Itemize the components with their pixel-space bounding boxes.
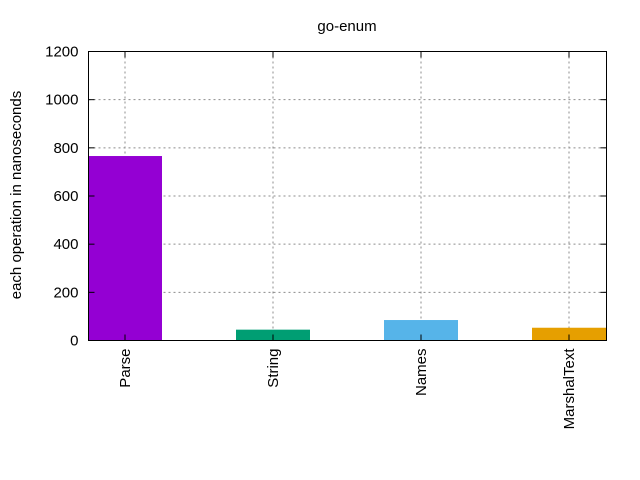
y-tick-label: 200 bbox=[53, 284, 78, 301]
bar-marshaltext bbox=[532, 327, 606, 341]
grid-lines bbox=[88, 51, 607, 341]
y-tick-label: 1000 bbox=[45, 92, 78, 109]
y-tick-label: 0 bbox=[70, 333, 78, 350]
x-tick-label: Names bbox=[413, 349, 430, 397]
bar-names bbox=[384, 320, 458, 341]
plot-frame bbox=[88, 51, 607, 341]
x-tick-label: Parse bbox=[117, 349, 134, 388]
x-tick-label: MarshalText bbox=[561, 348, 578, 430]
bars bbox=[88, 156, 606, 341]
y-tick-label: 400 bbox=[53, 236, 78, 253]
tick-labels: 0 200 400 600 800 1000 1200 Parse String Names Mar… bbox=[45, 44, 607, 430]
chart-title: go-enum bbox=[317, 18, 376, 35]
x-tick-label: String bbox=[265, 349, 282, 388]
y-tick-label: 1200 bbox=[45, 44, 78, 61]
bar-parse bbox=[88, 156, 162, 341]
y-tick-label: 800 bbox=[53, 140, 78, 157]
y-axis-label: each operation in nanoseconds bbox=[8, 91, 25, 300]
y-tick-label: 600 bbox=[53, 188, 78, 205]
